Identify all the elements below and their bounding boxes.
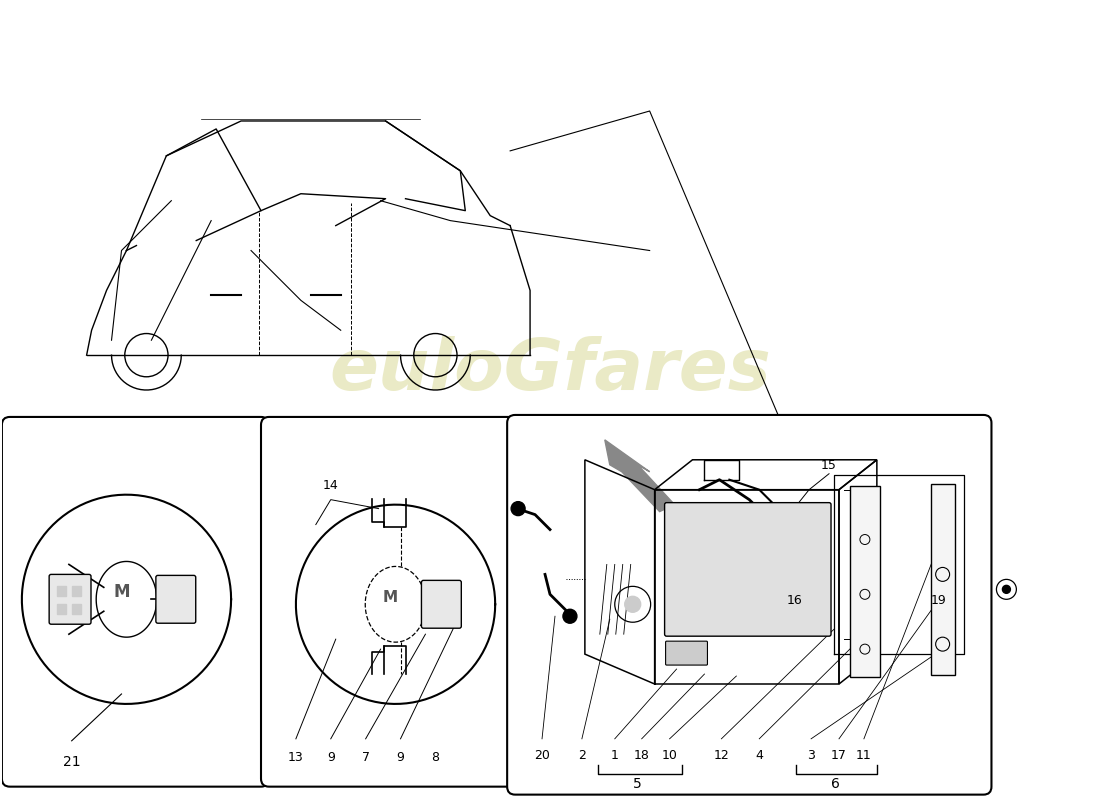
Text: 19: 19: [931, 594, 946, 607]
Text: 17: 17: [832, 749, 847, 762]
FancyBboxPatch shape: [421, 580, 461, 628]
Text: 16: 16: [786, 594, 802, 607]
FancyBboxPatch shape: [674, 455, 989, 674]
Text: 11: 11: [856, 749, 872, 762]
Text: 21: 21: [63, 754, 80, 769]
Bar: [73, 604, 81, 614]
Text: 4: 4: [756, 749, 763, 762]
Text: 9: 9: [397, 750, 405, 764]
Text: 20: 20: [535, 749, 550, 762]
Bar: [73, 586, 81, 596]
Text: 5: 5: [634, 777, 642, 790]
FancyBboxPatch shape: [50, 574, 91, 624]
FancyBboxPatch shape: [261, 417, 528, 786]
Bar: [57, 586, 66, 596]
FancyBboxPatch shape: [156, 575, 196, 623]
FancyBboxPatch shape: [931, 484, 955, 675]
Text: 9: 9: [327, 750, 334, 764]
Text: 15: 15: [821, 458, 837, 472]
Text: 7: 7: [362, 750, 370, 764]
Text: 2: 2: [578, 749, 586, 762]
FancyBboxPatch shape: [664, 502, 830, 636]
Circle shape: [512, 502, 525, 515]
Text: 1: 1: [610, 749, 618, 762]
Text: euloGfares: euloGfares: [329, 336, 771, 405]
Text: 3: 3: [807, 749, 815, 762]
Text: 6: 6: [830, 777, 839, 790]
FancyBboxPatch shape: [850, 486, 880, 677]
FancyBboxPatch shape: [507, 415, 991, 794]
Polygon shape: [605, 440, 674, 512]
Circle shape: [1002, 586, 1011, 594]
Text: 10: 10: [661, 749, 678, 762]
Circle shape: [563, 610, 576, 623]
Bar: [57, 604, 66, 614]
Text: 18: 18: [634, 749, 650, 762]
Text: 14: 14: [323, 478, 339, 492]
Circle shape: [625, 596, 640, 612]
FancyBboxPatch shape: [2, 417, 270, 786]
Text: M: M: [383, 590, 398, 605]
Text: 12: 12: [714, 749, 729, 762]
FancyBboxPatch shape: [666, 641, 707, 665]
Text: 8: 8: [431, 750, 439, 764]
Text: 13: 13: [288, 750, 304, 764]
Text: M: M: [113, 583, 130, 602]
Text: a passion for parts since 1988: a passion for parts since 1988: [361, 433, 739, 457]
